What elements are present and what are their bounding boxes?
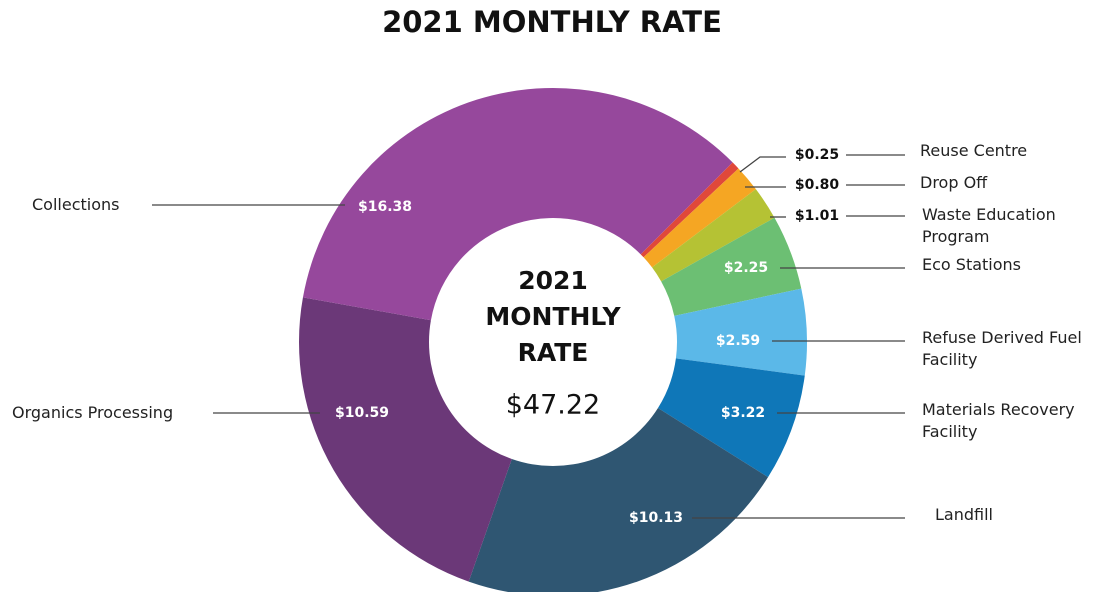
center-label: MONTHLY <box>485 302 621 331</box>
category-label: Organics Processing <box>12 403 174 422</box>
value-label: $0.25 <box>795 147 839 163</box>
slice <box>657 358 805 478</box>
slice <box>643 168 756 268</box>
chart-title: 2021 MONTHLY RATE <box>382 5 722 39</box>
slice <box>674 288 807 376</box>
category-label: Collections <box>32 195 120 214</box>
category-label: Landfill <box>935 505 993 524</box>
slice <box>640 162 739 258</box>
category-label: Waste Education Program <box>922 205 1056 246</box>
slice <box>661 217 802 316</box>
category-label: Materials Recovery Facility <box>922 400 1075 441</box>
value-label: $16.38 <box>358 199 412 215</box>
slice <box>298 297 512 582</box>
value-label: $10.13 <box>629 510 683 526</box>
value-label: $10.59 <box>335 405 389 421</box>
center-total: $47.22 <box>506 390 600 421</box>
category-label: Eco Stations <box>922 255 1021 274</box>
value-label: $3.22 <box>721 405 765 421</box>
slice <box>302 87 733 321</box>
category-label: Refuse Derived Fuel Facility <box>922 328 1082 369</box>
center-label: RATE <box>518 338 589 367</box>
center-label: 2021 <box>518 266 588 295</box>
slice <box>468 407 769 592</box>
category-label: Drop Off <box>920 173 988 192</box>
value-label: $2.59 <box>716 333 760 349</box>
slice <box>652 189 775 282</box>
value-label: $2.25 <box>724 260 768 276</box>
category-label: Reuse Centre <box>920 141 1028 160</box>
leader-line <box>739 156 786 173</box>
value-label: $0.80 <box>795 177 840 193</box>
value-label: $1.01 <box>795 208 839 224</box>
